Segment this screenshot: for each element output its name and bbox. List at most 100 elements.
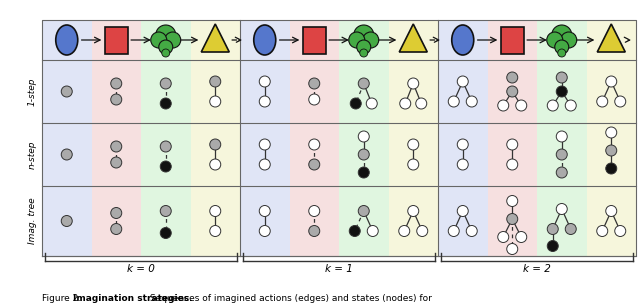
- Circle shape: [259, 205, 270, 217]
- Circle shape: [556, 72, 567, 83]
- Circle shape: [308, 225, 320, 237]
- Circle shape: [210, 159, 221, 170]
- Polygon shape: [201, 24, 229, 52]
- Circle shape: [507, 86, 518, 97]
- Circle shape: [259, 159, 270, 170]
- Circle shape: [556, 167, 567, 178]
- Circle shape: [555, 40, 569, 54]
- Circle shape: [556, 204, 567, 214]
- Circle shape: [507, 159, 518, 170]
- Circle shape: [259, 139, 270, 150]
- Circle shape: [457, 205, 468, 217]
- Circle shape: [507, 72, 518, 83]
- Circle shape: [557, 49, 566, 57]
- Circle shape: [417, 225, 428, 237]
- Circle shape: [561, 32, 577, 48]
- Circle shape: [615, 96, 626, 107]
- Circle shape: [605, 163, 617, 174]
- Bar: [339, 20, 388, 256]
- Circle shape: [111, 224, 122, 234]
- Circle shape: [159, 40, 173, 54]
- Bar: [488, 20, 537, 256]
- Circle shape: [210, 205, 221, 217]
- Circle shape: [308, 139, 320, 150]
- Circle shape: [61, 149, 72, 160]
- Circle shape: [358, 149, 369, 160]
- Circle shape: [547, 32, 563, 48]
- Circle shape: [467, 225, 477, 237]
- Circle shape: [308, 94, 320, 105]
- Circle shape: [507, 139, 518, 150]
- Circle shape: [507, 213, 518, 225]
- Text: Imagination strategies.: Imagination strategies.: [73, 294, 193, 303]
- Circle shape: [366, 98, 377, 109]
- Circle shape: [111, 94, 122, 105]
- Circle shape: [308, 159, 320, 170]
- Bar: [191, 20, 240, 256]
- Circle shape: [160, 161, 172, 172]
- Circle shape: [552, 25, 572, 45]
- FancyBboxPatch shape: [500, 26, 524, 54]
- Bar: [586, 20, 636, 256]
- Text: 1-step: 1-step: [28, 77, 37, 106]
- Circle shape: [467, 96, 477, 107]
- Circle shape: [399, 225, 410, 237]
- Circle shape: [448, 96, 460, 107]
- Circle shape: [61, 86, 72, 97]
- Circle shape: [457, 159, 468, 170]
- Polygon shape: [399, 24, 428, 52]
- Bar: [289, 20, 339, 256]
- Circle shape: [556, 131, 567, 142]
- Circle shape: [210, 139, 221, 150]
- Circle shape: [498, 232, 509, 242]
- FancyBboxPatch shape: [303, 26, 326, 54]
- Circle shape: [111, 208, 122, 218]
- Circle shape: [605, 127, 617, 138]
- Circle shape: [408, 78, 419, 89]
- FancyBboxPatch shape: [105, 26, 128, 54]
- Circle shape: [360, 49, 368, 57]
- Circle shape: [457, 76, 468, 87]
- Circle shape: [151, 32, 167, 48]
- Circle shape: [111, 157, 122, 168]
- Circle shape: [358, 167, 369, 178]
- Circle shape: [164, 32, 180, 48]
- Circle shape: [556, 86, 567, 97]
- Circle shape: [363, 32, 379, 48]
- Circle shape: [556, 149, 567, 160]
- Circle shape: [547, 224, 558, 234]
- Ellipse shape: [253, 25, 276, 55]
- Circle shape: [605, 76, 617, 87]
- Circle shape: [507, 196, 518, 206]
- Circle shape: [350, 98, 361, 109]
- Circle shape: [516, 232, 527, 242]
- Bar: [92, 20, 141, 256]
- Circle shape: [408, 159, 419, 170]
- Circle shape: [358, 78, 369, 89]
- Circle shape: [259, 225, 270, 237]
- Bar: [537, 20, 586, 256]
- Circle shape: [156, 25, 176, 45]
- Text: Figure 2:: Figure 2:: [42, 294, 84, 303]
- Circle shape: [349, 225, 360, 237]
- Circle shape: [308, 78, 320, 89]
- Circle shape: [400, 98, 411, 109]
- Bar: [42, 20, 92, 256]
- Circle shape: [210, 225, 221, 237]
- Circle shape: [448, 225, 460, 237]
- Circle shape: [160, 205, 172, 217]
- Circle shape: [160, 141, 172, 152]
- Circle shape: [111, 141, 122, 152]
- Circle shape: [547, 100, 558, 111]
- Circle shape: [358, 131, 369, 142]
- Circle shape: [160, 228, 172, 238]
- Circle shape: [457, 139, 468, 150]
- Circle shape: [516, 100, 527, 111]
- Circle shape: [367, 225, 378, 237]
- Bar: [388, 20, 438, 256]
- Text: Imag. tree: Imag. tree: [28, 198, 37, 244]
- Circle shape: [356, 40, 371, 54]
- Circle shape: [308, 205, 320, 217]
- Circle shape: [416, 98, 427, 109]
- Circle shape: [596, 225, 608, 237]
